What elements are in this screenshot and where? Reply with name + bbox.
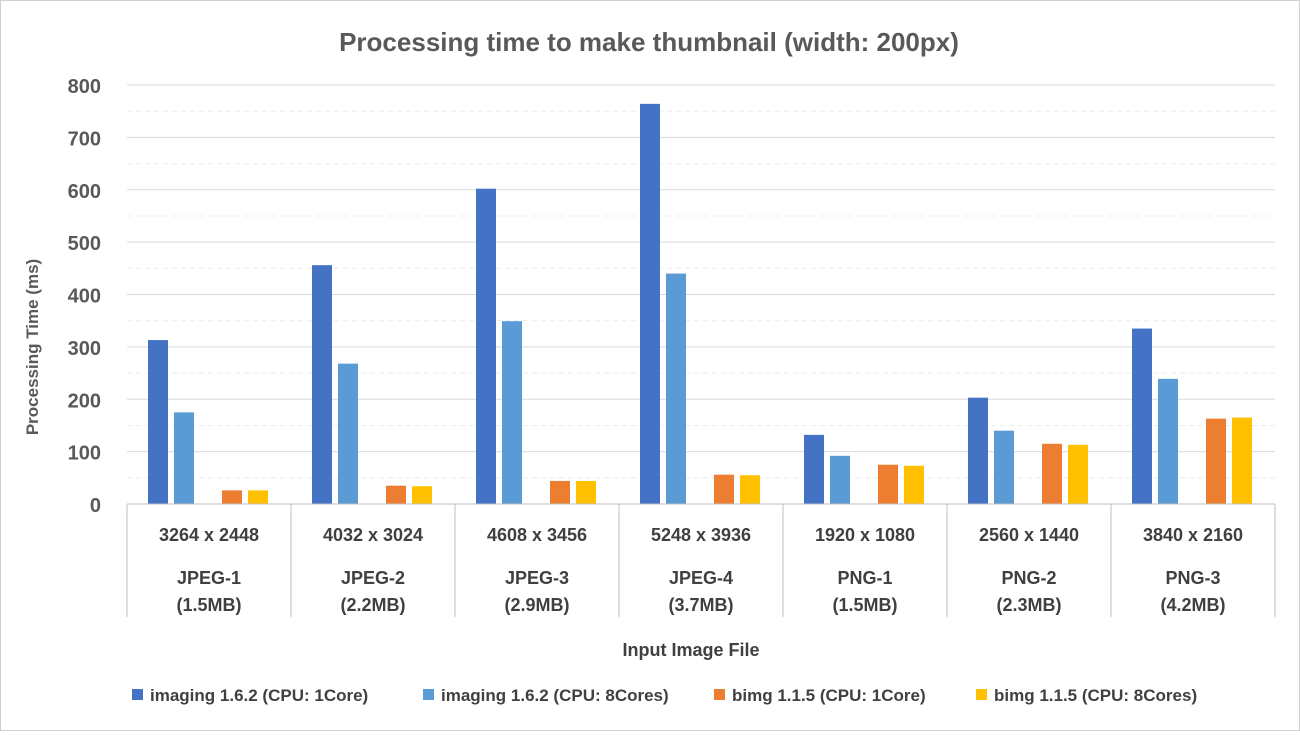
y-tick-label: 500	[68, 233, 101, 255]
bar	[904, 465, 924, 504]
bar	[666, 273, 686, 504]
category-name-label: JPEG-1	[177, 568, 241, 588]
bar	[1132, 328, 1152, 504]
category-size-label: (2.3MB)	[996, 595, 1061, 615]
y-axis-title: Processing Time (ms)	[23, 259, 42, 435]
category-size-label: (1.5MB)	[176, 595, 241, 615]
bar	[1158, 378, 1178, 504]
bar	[968, 397, 988, 504]
bar	[1232, 417, 1252, 504]
legend-swatch	[132, 689, 143, 700]
bar	[248, 490, 268, 504]
bar	[174, 412, 194, 504]
y-axis-ticks: 0 100 200 300 400 500 600 700 800	[68, 76, 101, 517]
y-tick-label: 0	[90, 495, 101, 517]
gridlines	[127, 84, 1275, 479]
category-resolution-label: 5248 x 3936	[651, 525, 751, 545]
category-size-label: (2.2MB)	[340, 595, 405, 615]
bar	[550, 480, 570, 504]
category-name-label: JPEG-4	[669, 568, 733, 588]
category-name-label: JPEG-2	[341, 568, 405, 588]
category-resolution-label: 4032 x 3024	[323, 525, 423, 545]
bar	[804, 434, 824, 504]
bar	[640, 103, 660, 504]
category-name-label: PNG-2	[1001, 568, 1056, 588]
y-tick-label: 300	[68, 338, 101, 360]
category-size-label: (3.7MB)	[668, 595, 733, 615]
legend-label: bimg 1.1.5 (CPU: 8Cores)	[994, 686, 1197, 705]
bars	[127, 103, 1275, 505]
bar	[312, 265, 332, 504]
bar	[476, 188, 496, 504]
bar	[576, 480, 596, 504]
bar	[148, 340, 168, 504]
y-tick-label: 100	[68, 443, 101, 465]
category-size-label: (1.5MB)	[832, 595, 897, 615]
category-name-label: PNG-3	[1165, 568, 1220, 588]
legend-label: bimg 1.1.5 (CPU: 1Core)	[732, 686, 926, 705]
category-resolution-label: 4608 x 3456	[487, 525, 587, 545]
bar	[1068, 444, 1088, 504]
y-tick-label: 700	[68, 128, 101, 150]
category-size-label: (4.2MB)	[1160, 595, 1225, 615]
bar	[1042, 443, 1062, 504]
legend: imaging 1.6.2 (CPU: 1Core) imaging 1.6.2 …	[132, 686, 1197, 705]
bar	[878, 464, 898, 504]
bar	[386, 485, 406, 504]
category-size-label: (2.9MB)	[504, 595, 569, 615]
bar	[994, 430, 1014, 504]
category-resolution-label: 3264 x 2448	[159, 525, 259, 545]
bar	[740, 475, 760, 504]
legend-swatch	[423, 689, 434, 700]
bar	[338, 363, 358, 504]
category-resolution-label: 1920 x 1080	[815, 525, 915, 545]
bar	[1206, 418, 1226, 504]
legend-swatch	[976, 689, 987, 700]
bar	[222, 490, 242, 504]
bar	[830, 455, 850, 504]
legend-label: imaging 1.6.2 (CPU: 8Cores)	[441, 686, 669, 705]
category-resolution-label: 2560 x 1440	[979, 525, 1079, 545]
category-name-label: PNG-1	[837, 568, 892, 588]
x-axis-title: Input Image File	[622, 640, 759, 660]
category-name-label: JPEG-3	[505, 568, 569, 588]
y-tick-label: 600	[68, 181, 101, 203]
legend-swatch	[714, 689, 725, 700]
y-tick-label: 400	[68, 286, 101, 308]
bar	[412, 486, 432, 504]
bar	[714, 474, 734, 504]
category-axis-table: 3264 x 2448 JPEG-1 (1.5MB) 4032 x 3024 JPEG-…	[126, 504, 1276, 617]
y-tick-label: 800	[68, 76, 101, 98]
category-resolution-label: 3840 x 2160	[1143, 525, 1243, 545]
bar	[502, 321, 522, 504]
legend-label: imaging 1.6.2 (CPU: 1Core)	[150, 686, 368, 705]
y-tick-label: 200	[68, 390, 101, 412]
chart-title: Processing time to make thumbnail (width…	[339, 27, 959, 57]
